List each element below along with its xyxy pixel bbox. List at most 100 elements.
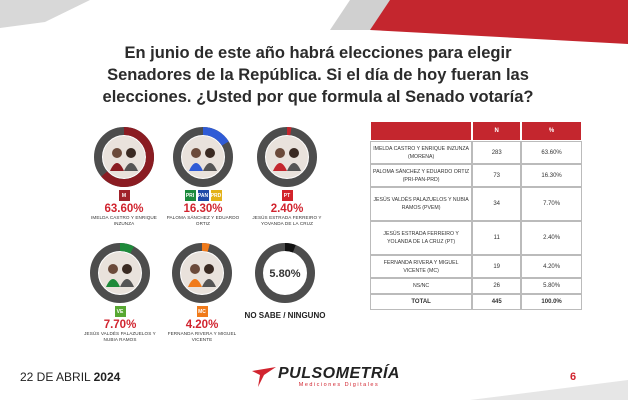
table-header-row: N %	[370, 121, 582, 141]
person-head-icon	[191, 148, 201, 158]
date-year: 2024	[93, 370, 121, 384]
row-name: JESÚS VALDÉS PALAZUELOS Y NUBIA RAMOS (P…	[370, 187, 473, 221]
brand-subtitle: Mediciones Digitales	[298, 382, 380, 388]
candidate-photo-placeholder	[99, 252, 141, 294]
top-right-corner-decoration	[330, 0, 628, 44]
person-body-icon	[287, 163, 301, 171]
row-pct: 16.30%	[521, 164, 582, 187]
party-logo-icon: PRI	[184, 190, 196, 201]
person-body-icon	[202, 279, 216, 287]
row-n: 283	[472, 141, 522, 164]
row-n: 19	[472, 255, 522, 278]
row-name: IMELDA CASTRO Y ENRIQUE INZUNZA (MORENA)	[370, 141, 473, 164]
title-line-1: En junio de este año habrá elecciones pa…	[124, 44, 512, 62]
candidate-name: JESÚS VALDÉS PALAZUELOS Y NUBIA RAMOS	[84, 331, 156, 342]
party-logos: M	[86, 190, 162, 202]
date-prefix: 22 DE ABRIL	[20, 370, 91, 384]
total-pct: 100.0%	[521, 294, 582, 310]
donut-chart	[257, 127, 317, 187]
donut-slice	[94, 127, 154, 187]
donut-chart: 5.80%	[255, 243, 315, 303]
party-logo-icon: M	[118, 190, 130, 201]
donut-chart	[90, 243, 150, 303]
row-name: PALOMA SÁNCHEZ Y EDUARDO ORTIZ (PRI-PAN-…	[370, 164, 473, 187]
brand-name: PULSOMETRÍA	[278, 365, 400, 382]
person-head-icon	[126, 148, 136, 158]
row-pct: 63.60%	[521, 141, 582, 164]
donut-slice	[173, 127, 233, 187]
candidate-card: MC 4.20% FERNANDA RIVERA Y MIGUEL VICENT…	[164, 241, 240, 343]
table-total-row: TOTAL 445 100.0%	[370, 294, 582, 310]
person-body-icon	[106, 279, 120, 287]
percentage-label: 4.20%	[185, 319, 219, 331]
donut-slice	[255, 243, 315, 303]
candidate-name: PALOMA SÁNCHEZ Y EDUARDO ORTIZ	[166, 215, 240, 226]
person-head-icon	[289, 148, 299, 158]
candidate-photo-placeholder	[182, 136, 224, 178]
percentage-label: 2.40%	[270, 203, 304, 215]
person-body-icon	[203, 163, 217, 171]
header-n: N	[472, 121, 522, 141]
donut-slice	[257, 127, 317, 187]
results-table: N % IMELDA CASTRO Y ENRIQUE INZUNZA (MOR…	[370, 121, 582, 310]
candidate-photo-placeholder	[103, 136, 145, 178]
row-n: 34	[472, 187, 522, 221]
candidate-name: IMELDA CASTRO Y ENRIQUE INZUNZA	[91, 215, 157, 226]
candidate-photo-placeholder	[181, 252, 223, 294]
candidate-card: M 63.60% IMELDA CASTRO Y ENRIQUE INZUNZA	[86, 125, 162, 227]
header-pct: %	[521, 121, 582, 141]
top-left-corner-decoration	[0, 0, 90, 28]
percentage-label: 63.60%	[104, 203, 144, 215]
table-row: FERNANDA RIVERA Y MIGUEL VICENTE (MC) 19…	[370, 255, 582, 278]
percentage-label: 16.30%	[183, 203, 223, 215]
candidate-photo-placeholder	[266, 136, 308, 178]
page-number: 6	[570, 371, 577, 383]
row-pct: 4.20%	[521, 255, 582, 278]
party-logo-icon: MC	[196, 306, 208, 317]
person-body-icon	[188, 279, 202, 287]
party-logo-icon: PAN	[197, 190, 209, 201]
party-logos: VE	[80, 306, 160, 318]
row-n: 26	[472, 278, 522, 294]
row-name: NS/NC	[370, 278, 473, 294]
person-head-icon	[275, 148, 285, 158]
row-n: 11	[472, 221, 522, 255]
donut-slice	[172, 243, 232, 303]
party-logo-icon: PRD	[210, 190, 222, 201]
candidate-name: NO SABE / NINGUNO	[244, 311, 326, 320]
person-body-icon	[124, 163, 138, 171]
header-name	[370, 121, 473, 141]
candidate-card: VE 7.70% JESÚS VALDÉS PALAZUELOS Y NUBIA…	[80, 241, 160, 343]
brand-swoosh-icon	[252, 367, 276, 387]
party-logos: MC	[164, 306, 240, 318]
row-name: JESÚS ESTRADA FERREIRO Y YOLANDA DE LA C…	[370, 221, 473, 255]
person-body-icon	[120, 279, 134, 287]
person-head-icon	[204, 264, 214, 274]
candidate-name: JESÚS ESTRADA FERREIRO Y YOVANDA DE LA C…	[252, 215, 322, 226]
row-n: 73	[472, 164, 522, 187]
donut-center-label: 5.80%	[269, 268, 300, 280]
total-name: TOTAL	[370, 294, 473, 310]
title-line-3: elecciones. ¿Usted por que formula al Se…	[102, 88, 534, 106]
brand-logo: PULSOMETRÍA Mediciones Digitales	[250, 365, 400, 389]
total-n: 445	[472, 294, 522, 310]
table-row: PALOMA SÁNCHEZ Y EDUARDO ORTIZ (PRI-PAN-…	[370, 164, 582, 187]
title-line-2: Senadores de la República. Si el día de …	[107, 66, 529, 84]
bottom-right-corner-decoration	[470, 380, 628, 400]
party-logo-icon: PT	[281, 190, 293, 201]
candidate-card: PT 2.40% JESÚS ESTRADA FERREIRO Y YOVAND…	[247, 125, 327, 227]
report-date: 22 DE ABRIL 2024	[20, 370, 120, 384]
person-head-icon	[122, 264, 132, 274]
person-body-icon	[273, 163, 287, 171]
table-row: JESÚS VALDÉS PALAZUELOS Y NUBIA RAMOS (P…	[370, 187, 582, 221]
donut-chart	[94, 127, 154, 187]
table-row: NS/NC 26 5.80%	[370, 278, 582, 294]
donut-center	[264, 252, 306, 294]
party-logos: PT	[247, 190, 327, 202]
donut-chart	[172, 243, 232, 303]
row-name: FERNANDA RIVERA Y MIGUEL VICENTE (MC)	[370, 255, 473, 278]
row-pct: 2.40%	[521, 221, 582, 255]
table-row: IMELDA CASTRO Y ENRIQUE INZUNZA (MORENA)…	[370, 141, 582, 164]
party-logo-icon: VE	[114, 306, 126, 317]
percentage-label: 7.70%	[103, 319, 137, 331]
